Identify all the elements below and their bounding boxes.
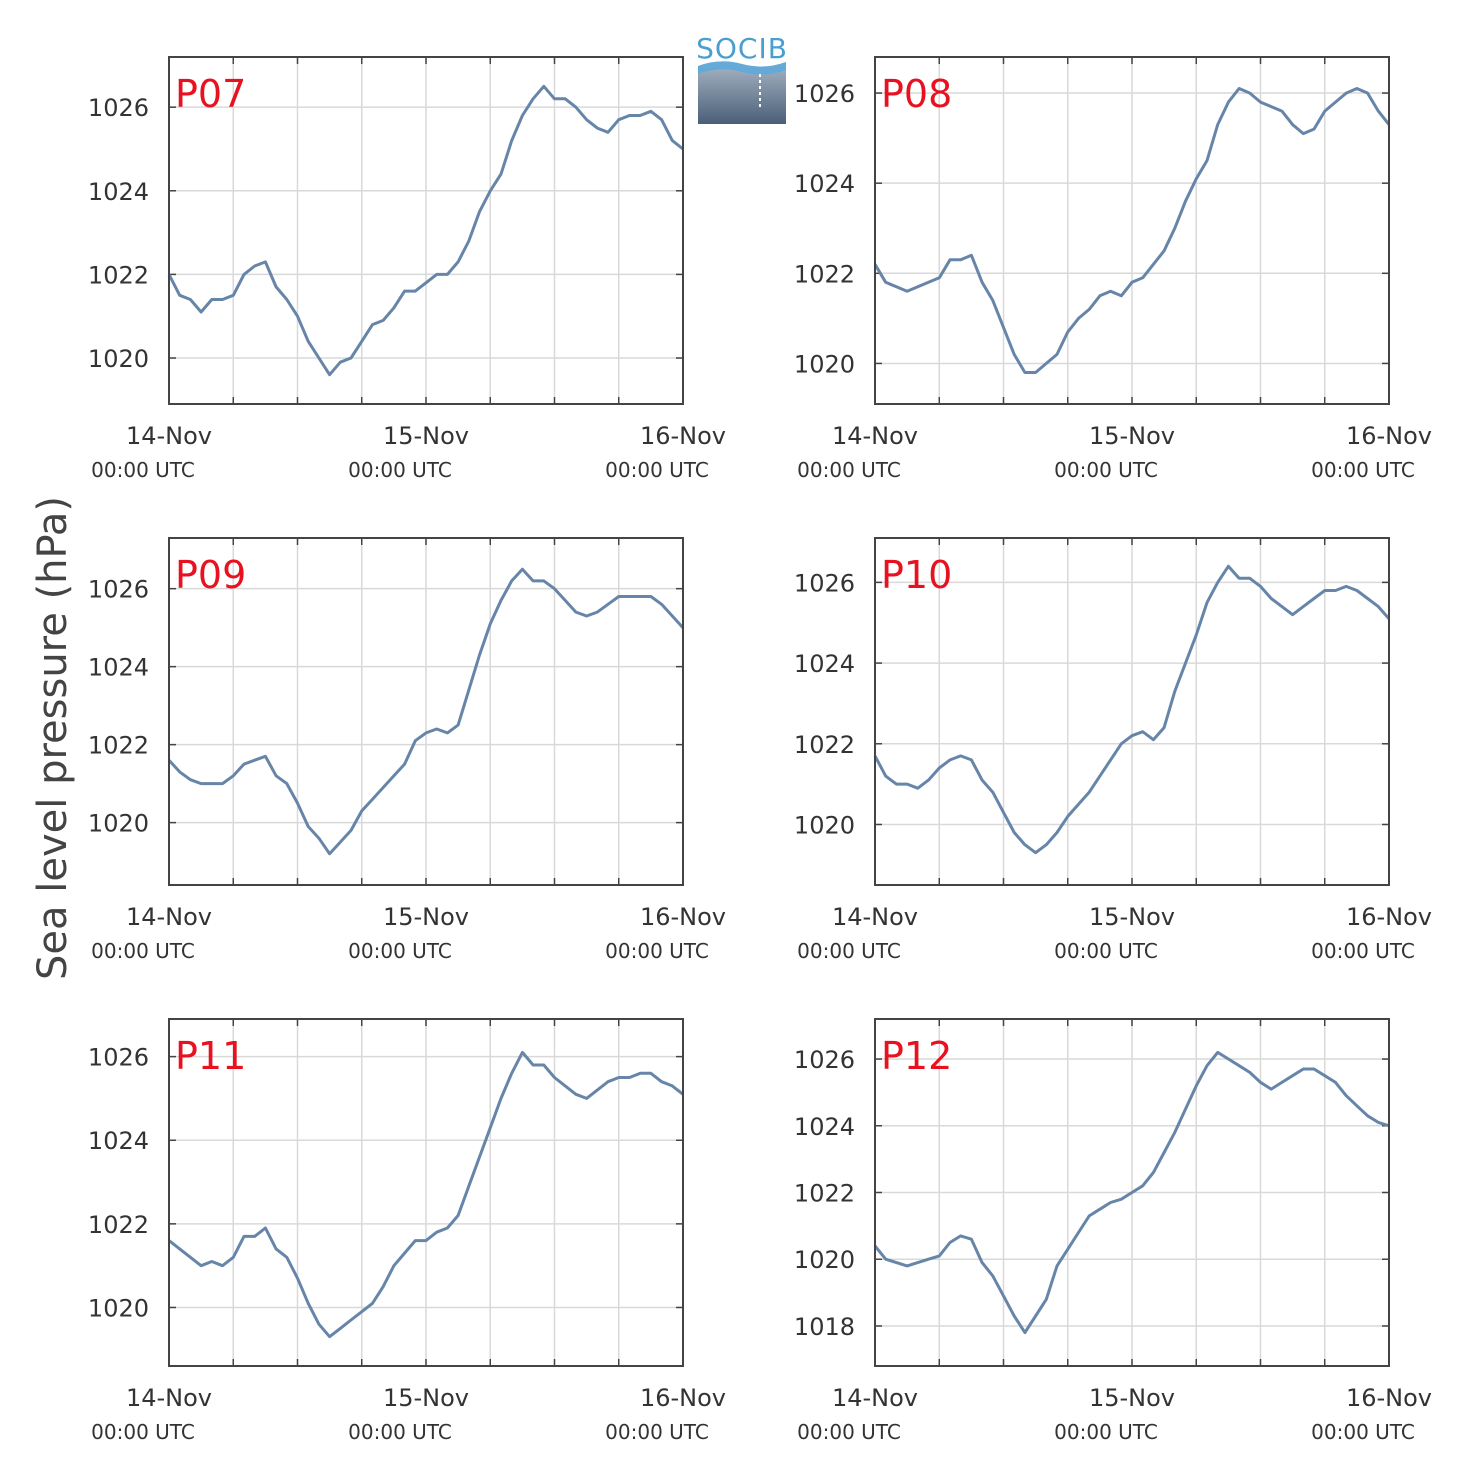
chart0-frame (168, 56, 684, 405)
chart5-series-line (873, 1050, 1390, 1335)
chart5-frame (874, 1018, 1390, 1367)
chart1-ytick-label: 1022 (794, 260, 855, 288)
chart1-xtick-sublabel: 00:00 UTC (1311, 458, 1415, 482)
chart4-ytick-label: 1022 (88, 1211, 149, 1239)
chart3-xtick-label: 15-Nov (1089, 903, 1175, 931)
panel-p07: 1020 1022 1024 1026 14-Nov 00:00 UTC 15-Nov 00:… (88, 56, 726, 482)
chart2-station-label: P09 (175, 553, 246, 597)
chart0-ytick-label: 1022 (88, 261, 149, 289)
chart4-series-line (168, 1050, 684, 1339)
chart5-xtick-sublabel: 00:00 UTC (797, 1420, 901, 1444)
chart3-frame (874, 537, 1390, 886)
chart5-xtick-label: 14-Nov (832, 1384, 918, 1412)
chart2-xtick-sublabel: 00:00 UTC (91, 939, 195, 963)
chart2-series-line (167, 567, 685, 856)
chart3-station-label: P10 (881, 553, 952, 597)
chart2-ytick-label: 1022 (88, 732, 149, 760)
chart3-xtick-sublabel: 00:00 UTC (1054, 939, 1158, 963)
chart5-ytick-label: 1024 (794, 1113, 855, 1141)
chart1-xtick-label: 16-Nov (1346, 422, 1432, 450)
chart0-xtick-sublabel: 00:00 UTC (91, 458, 195, 482)
chart4-ytick-label: 1020 (88, 1294, 149, 1322)
chart3-xtick-label: 14-Nov (832, 903, 918, 931)
chart5-station-label: P12 (881, 1034, 952, 1078)
chart1-station-label: P08 (881, 72, 952, 116)
chart2-ytick-label: 1024 (88, 654, 149, 682)
socib-logo: SOCIB (696, 32, 788, 124)
chart0-ytick-label: 1020 (88, 345, 149, 373)
chart4-ytick-label: 1026 (88, 1044, 149, 1072)
chart0-station-label: P07 (175, 72, 246, 116)
chart4-station-label: P11 (175, 1034, 246, 1078)
chart4-xtick-sublabel: 00:00 UTC (91, 1420, 195, 1444)
panel-p11: 1020 1022 1024 1026 14-Nov 00:00 UTC 15-Nov 00:… (88, 1018, 726, 1444)
chart0-ytick-label: 1024 (88, 178, 149, 206)
chart1-ytick-label: 1024 (794, 170, 855, 198)
chart2-xtick-sublabel: 00:00 UTC (605, 939, 709, 963)
chart3-ytick-label: 1024 (794, 650, 855, 678)
chart0-ytick-label: 1026 (88, 94, 149, 122)
chart1-xtick-label: 15-Nov (1089, 422, 1175, 450)
chart0-xtick-sublabel: 00:00 UTC (348, 458, 452, 482)
chart3-series-line (873, 564, 1391, 855)
chart5-xtick-label: 16-Nov (1346, 1384, 1432, 1412)
chart1-ytick-label: 1020 (794, 350, 855, 378)
socib-logo-text: SOCIB (696, 32, 788, 65)
chart2-ytick-label: 1020 (88, 810, 149, 838)
chart1-frame (874, 56, 1390, 405)
panel-p09: 1020 1022 1024 1026 14-Nov 00:00 UTC 15-Nov 00:… (88, 537, 726, 963)
chart5-ytick-label: 1026 (794, 1046, 855, 1074)
panel-p10: 1020 1022 1024 1026 14-Nov 00:00 UTC 15-Nov 00:… (794, 537, 1432, 963)
chart2-xtick-label: 14-Nov (126, 903, 212, 931)
chart0-xtick-sublabel: 00:00 UTC (605, 458, 709, 482)
chart4-xtick-sublabel: 00:00 UTC (348, 1420, 452, 1444)
chart2-xtick-label: 16-Nov (640, 903, 726, 931)
chart0-xtick-label: 16-Nov (640, 422, 726, 450)
chart3-xtick-sublabel: 00:00 UTC (1311, 939, 1415, 963)
chart0-xtick-label: 15-Nov (383, 422, 469, 450)
chart1-series-line (873, 87, 1391, 374)
chart1-xtick-sublabel: 00:00 UTC (797, 458, 901, 482)
chart2-ytick-label: 1026 (88, 576, 149, 604)
chart4-xtick-label: 15-Nov (383, 1384, 469, 1412)
socib-logo-mark (698, 61, 786, 124)
socib-logo-wave (698, 61, 786, 75)
chart5-ytick-label: 1020 (794, 1246, 855, 1274)
chart0-series-line (167, 84, 684, 377)
chart3-ytick-label: 1026 (794, 569, 855, 597)
chart1-ytick-label: 1026 (794, 80, 855, 108)
chart5-xtick-sublabel: 00:00 UTC (1311, 1420, 1415, 1444)
chart1-xtick-sublabel: 00:00 UTC (1054, 458, 1158, 482)
chart5-ytick-label: 1018 (794, 1313, 855, 1341)
chart4-frame (168, 1018, 684, 1367)
chart3-xtick-sublabel: 00:00 UTC (797, 939, 901, 963)
panel-p12: 1018 1020 1022 1024 1026 14-Nov 00:00 UTC 15-No… (794, 1018, 1432, 1444)
chart5-xtick-sublabel: 00:00 UTC (1054, 1420, 1158, 1444)
chart5-ytick-label: 1022 (794, 1180, 855, 1208)
chart3-ytick-label: 1022 (794, 731, 855, 759)
chart1-xtick-label: 14-Nov (832, 422, 918, 450)
chart5-xtick-label: 15-Nov (1089, 1384, 1175, 1412)
chart2-xtick-label: 15-Nov (383, 903, 469, 931)
chart4-xtick-label: 16-Nov (640, 1384, 726, 1412)
chart0-xtick-label: 14-Nov (126, 422, 212, 450)
chart2-frame (168, 537, 684, 886)
chart3-ytick-label: 1020 (794, 811, 855, 839)
y-axis-label: Sea level pressure (hPa) (30, 496, 76, 980)
chart4-xtick-label: 14-Nov (126, 1384, 212, 1412)
chart4-xtick-sublabel: 00:00 UTC (605, 1420, 709, 1444)
panel-p08: 1020 1022 1024 1026 14-Nov 00:00 UTC 15-Nov 00:… (794, 56, 1432, 482)
chart3-xtick-label: 16-Nov (1346, 903, 1432, 931)
chart2-xtick-sublabel: 00:00 UTC (348, 939, 452, 963)
chart4-ytick-label: 1024 (88, 1127, 149, 1155)
